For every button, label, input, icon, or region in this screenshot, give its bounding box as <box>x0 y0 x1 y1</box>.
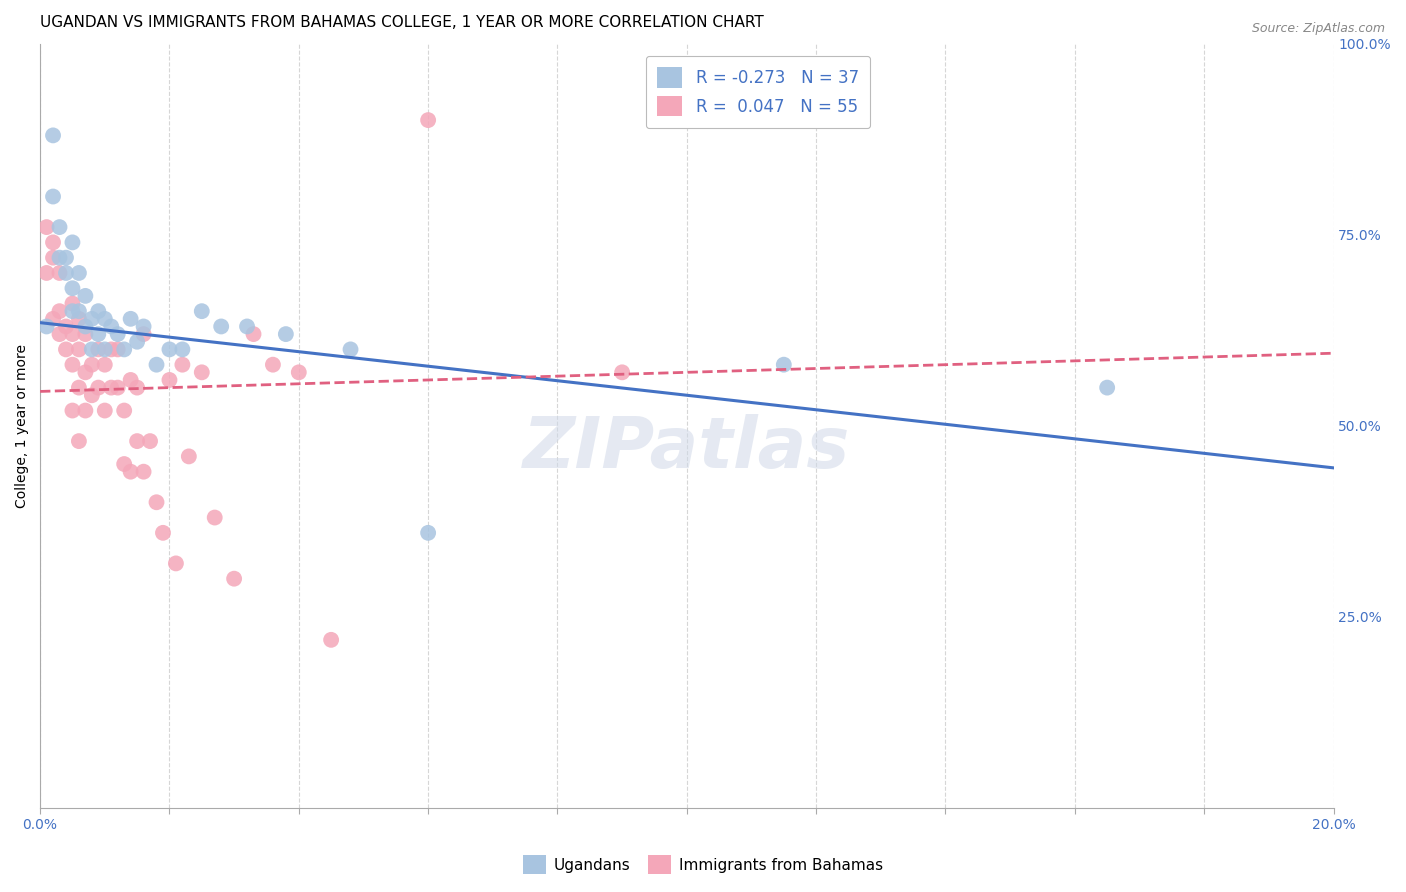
Point <box>48 266 70 280</box>
Point <box>418 525 440 540</box>
Point <box>35 319 58 334</box>
Point <box>75 319 97 334</box>
Point <box>159 343 181 357</box>
Point <box>42 235 65 250</box>
Point <box>87 343 110 357</box>
Point <box>224 572 246 586</box>
Point <box>100 319 122 334</box>
Point <box>262 358 284 372</box>
Point <box>127 434 149 449</box>
Point <box>127 334 149 349</box>
Point <box>62 281 84 295</box>
Point <box>100 343 122 357</box>
Point <box>209 319 232 334</box>
Point <box>145 495 167 509</box>
Point <box>67 311 90 326</box>
Point <box>42 311 65 326</box>
Legend: Ugandans, Immigrants from Bahamas: Ugandans, Immigrants from Bahamas <box>517 849 889 880</box>
Point <box>35 220 58 235</box>
Point <box>67 381 90 395</box>
Point <box>1095 381 1118 395</box>
Point <box>172 343 194 357</box>
Point <box>339 343 361 357</box>
Point <box>75 365 97 379</box>
Point <box>75 403 97 417</box>
Point <box>80 388 103 402</box>
Point <box>159 373 181 387</box>
Point <box>107 381 129 395</box>
Point <box>191 365 214 379</box>
Point <box>94 358 117 372</box>
Text: Source: ZipAtlas.com: Source: ZipAtlas.com <box>1251 22 1385 36</box>
Point <box>242 327 264 342</box>
Point <box>48 327 70 342</box>
Point <box>172 358 194 372</box>
Point <box>139 434 162 449</box>
Point <box>87 327 110 342</box>
Point <box>55 343 77 357</box>
Point <box>42 128 65 143</box>
Point <box>120 311 142 326</box>
Point <box>112 343 135 357</box>
Point <box>48 304 70 318</box>
Point <box>62 304 84 318</box>
Point <box>321 632 343 647</box>
Point <box>55 319 77 334</box>
Point <box>165 557 187 571</box>
Point <box>236 319 259 334</box>
Point <box>67 343 90 357</box>
Point <box>204 510 226 524</box>
Point <box>772 358 794 372</box>
Point <box>107 327 129 342</box>
Point <box>107 343 129 357</box>
Point <box>132 319 155 334</box>
Point <box>62 235 84 250</box>
Point <box>62 296 84 310</box>
Legend: R = -0.273   N = 37, R =  0.047   N = 55: R = -0.273 N = 37, R = 0.047 N = 55 <box>645 56 870 128</box>
Point <box>288 365 311 379</box>
Text: ZIPatlas: ZIPatlas <box>523 414 851 483</box>
Point <box>120 373 142 387</box>
Point <box>274 327 297 342</box>
Point <box>62 327 84 342</box>
Text: UGANDAN VS IMMIGRANTS FROM BAHAMAS COLLEGE, 1 YEAR OR MORE CORRELATION CHART: UGANDAN VS IMMIGRANTS FROM BAHAMAS COLLE… <box>41 15 763 30</box>
Point <box>55 266 77 280</box>
Point <box>62 403 84 417</box>
Point <box>94 343 117 357</box>
Point <box>120 465 142 479</box>
Point <box>67 266 90 280</box>
Point <box>80 358 103 372</box>
Point <box>48 220 70 235</box>
Point <box>610 365 633 379</box>
Point <box>132 327 155 342</box>
Point <box>42 189 65 203</box>
Point <box>100 381 122 395</box>
Point <box>35 266 58 280</box>
Point <box>145 358 167 372</box>
Point <box>177 450 200 464</box>
Point <box>48 251 70 265</box>
Point <box>80 343 103 357</box>
Point <box>67 434 90 449</box>
Point <box>152 525 174 540</box>
Point <box>87 304 110 318</box>
Point <box>94 403 117 417</box>
Point <box>75 289 97 303</box>
Point <box>80 311 103 326</box>
Point <box>87 381 110 395</box>
Point <box>55 251 77 265</box>
Y-axis label: College, 1 year or more: College, 1 year or more <box>15 343 30 508</box>
Point <box>94 311 117 326</box>
Point <box>418 113 440 128</box>
Point <box>67 304 90 318</box>
Point <box>112 403 135 417</box>
Point <box>127 381 149 395</box>
Point <box>62 358 84 372</box>
Point <box>112 457 135 471</box>
Point <box>42 251 65 265</box>
Point <box>75 327 97 342</box>
Point <box>191 304 214 318</box>
Point <box>132 465 155 479</box>
